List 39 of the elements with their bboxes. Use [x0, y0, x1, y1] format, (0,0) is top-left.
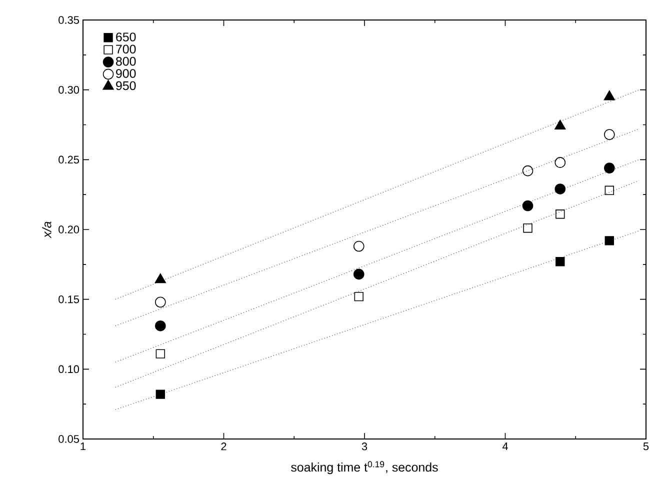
point: [554, 157, 566, 168]
y-tick-label: 0.15: [58, 295, 80, 304]
y-tick-label: 0.35: [58, 16, 80, 24]
point: [354, 292, 364, 302]
point: [155, 320, 166, 332]
point: [604, 162, 615, 174]
point: [353, 268, 364, 280]
point: [522, 200, 534, 212]
point: [604, 129, 615, 140]
legend-label: 950: [116, 81, 136, 90]
point: [155, 296, 166, 308]
point: [556, 210, 565, 219]
point: [556, 257, 565, 266]
x-tick-label: 5: [643, 442, 649, 450]
y-axis-title: x/a: [42, 222, 52, 238]
legend-label: 900: [116, 69, 136, 78]
legend-label: 650: [116, 32, 136, 42]
y-tick-label: 0.25: [58, 156, 80, 164]
legend-label: 700: [116, 44, 136, 54]
point: [156, 349, 166, 358]
x-tick-label: 3: [362, 442, 368, 450]
point: [156, 390, 166, 399]
point: [604, 186, 614, 195]
legend-label: 800: [116, 56, 136, 66]
y-tick-label: 0.10: [58, 365, 80, 374]
y-tick-label: 0.30: [58, 86, 80, 94]
point: [604, 236, 614, 246]
y-tick-label: 0.20: [58, 226, 80, 234]
x-tick-label: 1: [80, 442, 86, 450]
point: [604, 90, 615, 100]
x-tick-label: 2: [221, 442, 226, 450]
y-tick-label: 0.05: [58, 435, 80, 443]
point: [554, 120, 566, 130]
point: [522, 165, 534, 176]
point: [523, 224, 532, 233]
x-tick-label: 4: [502, 442, 508, 450]
point: [554, 184, 566, 194]
x-axis-title: soaking time t$^{0.19}$, seconds: [291, 461, 438, 474]
point: [353, 240, 364, 252]
